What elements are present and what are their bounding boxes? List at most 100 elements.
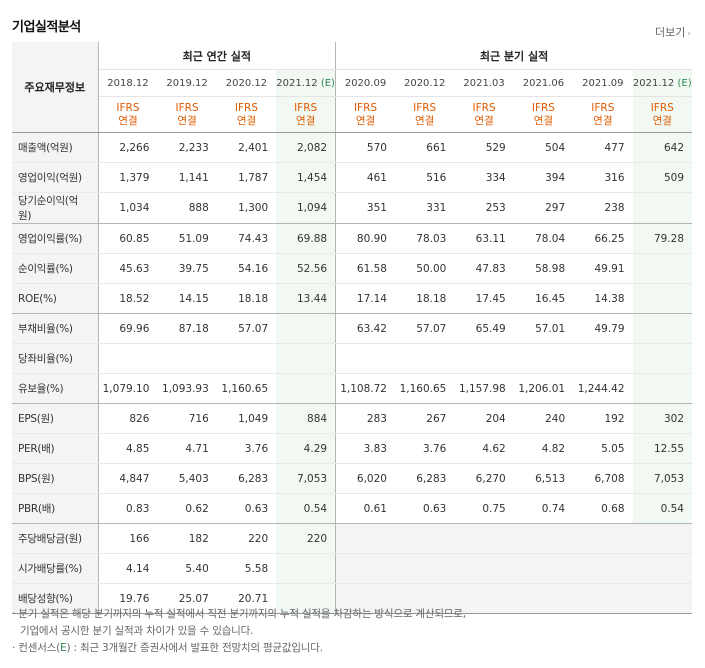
basis-scope: 연결 bbox=[295, 114, 316, 127]
table-cell: 49.79 bbox=[573, 313, 633, 344]
table-cell: 826 bbox=[98, 403, 158, 434]
table-cell: 3.76 bbox=[216, 433, 277, 464]
table-cell: 4.82 bbox=[513, 433, 574, 464]
basis-header: IFRS 연결 bbox=[335, 96, 395, 133]
period-label: 2021.03 bbox=[463, 77, 505, 89]
table-cell: 661 bbox=[394, 132, 455, 163]
table-cell: 4.62 bbox=[454, 433, 514, 464]
table-row: 배당성향(%) 19.76 25.07 20.71 bbox=[12, 583, 692, 614]
footnote-1: · 분기 실적은 해당 분기까지의 누적 실적에서 직전 분기까지의 누적 실적… bbox=[12, 606, 466, 623]
table-cell: 18.52 bbox=[98, 283, 158, 314]
table-cell: 4.14 bbox=[98, 553, 158, 584]
table-cell: 16.45 bbox=[513, 283, 574, 314]
table-cell bbox=[573, 343, 633, 374]
basis-standard: IFRS bbox=[294, 101, 318, 114]
table-cell: 1,160.65 bbox=[394, 373, 455, 404]
table-cell: 253 bbox=[454, 192, 514, 224]
table-cell: 3.83 bbox=[335, 433, 395, 464]
row-label: 유보율(%) bbox=[12, 373, 99, 404]
table-cell: 1,034 bbox=[98, 192, 158, 224]
table-cell: 47.83 bbox=[454, 253, 514, 284]
table-cell bbox=[632, 192, 692, 224]
table-cell bbox=[632, 583, 692, 614]
row-label: ROE(%) bbox=[12, 283, 99, 314]
table-cell: 240 bbox=[513, 403, 574, 434]
basis-standard: IFRS bbox=[591, 101, 615, 114]
table-cell: 78.03 bbox=[394, 223, 455, 254]
table-cell: 6,020 bbox=[335, 463, 395, 494]
table-cell: 182 bbox=[157, 523, 217, 554]
group-annual-header: 최근 연간 실적 bbox=[98, 42, 337, 70]
table-cell bbox=[454, 343, 514, 374]
basis-scope: 연결 bbox=[118, 114, 138, 127]
table-cell: 80.90 bbox=[335, 223, 395, 254]
table-cell: 14.38 bbox=[573, 283, 633, 314]
table-cell: 45.63 bbox=[98, 253, 158, 284]
table-row: 당기순이익(억원) 1,034 888 1,300 1,094 351 331 253 297 2… bbox=[12, 192, 692, 224]
row-label: 매출액(억원) bbox=[12, 132, 99, 163]
table-row: ROE(%) 18.52 14.15 18.18 13.44 17.14 18.18 17.4… bbox=[12, 283, 692, 314]
estimate-mark: E bbox=[60, 642, 67, 654]
table-cell: 283 bbox=[335, 403, 395, 434]
table-cell: 504 bbox=[513, 132, 574, 163]
basis-header: IFRS 연결 bbox=[573, 96, 633, 133]
basis-scope: 연결 bbox=[593, 114, 613, 127]
table-cell: 60.85 bbox=[98, 223, 158, 254]
table-cell: 17.14 bbox=[335, 283, 395, 314]
table-row: EPS(원) 826 716 1,049 884 283 267 204 240 192 302 bbox=[12, 403, 692, 434]
row-label: 부채비율(%) bbox=[12, 313, 99, 344]
table-row: 영업이익(억원) 1,379 1,141 1,787 1,454 461 516 334 394… bbox=[12, 162, 692, 193]
table-cell: 1,094 bbox=[276, 192, 337, 224]
table-cell: 477 bbox=[573, 132, 633, 163]
table-cell: 516 bbox=[394, 162, 455, 193]
table-cell: 69.96 bbox=[98, 313, 158, 344]
table-cell: 0.63 bbox=[394, 493, 455, 524]
table-cell: 394 bbox=[513, 162, 574, 193]
table-cell bbox=[632, 283, 692, 314]
footnote-2: · 컨센서스(E) : 최근 3개월간 증권사에서 발표한 전망치의 평균값입니… bbox=[12, 640, 466, 657]
table-cell: 0.62 bbox=[157, 493, 217, 524]
basis-scope: 연결 bbox=[177, 114, 197, 127]
table-cell bbox=[276, 553, 337, 584]
table-cell bbox=[276, 343, 337, 374]
table-cell: 52.56 bbox=[276, 253, 337, 284]
more-link[interactable]: 더보기 › bbox=[655, 24, 691, 40]
footnote-2-suffix: ) : 최근 3개월간 증권사에서 발표한 전망치의 평균값입니다. bbox=[66, 642, 323, 654]
table-cell: 1,093.93 bbox=[157, 373, 217, 404]
table-cell: 14.15 bbox=[157, 283, 217, 314]
table-cell: 49.91 bbox=[573, 253, 633, 284]
table-cell bbox=[573, 583, 633, 614]
row-label: 배당성향(%) bbox=[12, 583, 99, 614]
table-cell: 0.83 bbox=[98, 493, 158, 524]
table-cell: 39.75 bbox=[157, 253, 217, 284]
table-cell: 7,053 bbox=[632, 463, 692, 494]
basis-header: IFRS 연결 bbox=[394, 96, 455, 133]
table-cell: 5.05 bbox=[573, 433, 633, 464]
table-cell: 0.61 bbox=[335, 493, 395, 524]
table-cell: 1,454 bbox=[276, 162, 337, 193]
table-cell: 716 bbox=[157, 403, 217, 434]
row-label: PBR(배) bbox=[12, 493, 99, 524]
basis-header: IFRS 연결 bbox=[216, 96, 277, 133]
table-cell: 1,108.72 bbox=[335, 373, 395, 404]
basis-header: IFRS 연결 bbox=[513, 96, 574, 133]
table-cell bbox=[335, 583, 395, 614]
section-title: 기업실적분석 bbox=[12, 20, 81, 35]
row-label: 영업이익률(%) bbox=[12, 223, 99, 254]
table-cell: 1,379 bbox=[98, 162, 158, 193]
table-cell: 1,244.42 bbox=[573, 373, 633, 404]
table-cell: 0.68 bbox=[573, 493, 633, 524]
chevron-right-icon: › bbox=[687, 29, 691, 39]
table-cell: 334 bbox=[454, 162, 514, 193]
table-cell bbox=[632, 553, 692, 584]
table-cell: 18.18 bbox=[394, 283, 455, 314]
table-cell: 0.63 bbox=[216, 493, 277, 524]
table-cell: 204 bbox=[454, 403, 514, 434]
basis-standard: IFRS bbox=[531, 101, 555, 114]
table-cell: 7,053 bbox=[276, 463, 337, 494]
table-cell: 65.49 bbox=[454, 313, 514, 344]
table-cell bbox=[216, 343, 277, 374]
table-cell: 2,266 bbox=[98, 132, 158, 163]
row-label: 순이익률(%) bbox=[12, 253, 99, 284]
table-cell: 1,206.01 bbox=[513, 373, 574, 404]
